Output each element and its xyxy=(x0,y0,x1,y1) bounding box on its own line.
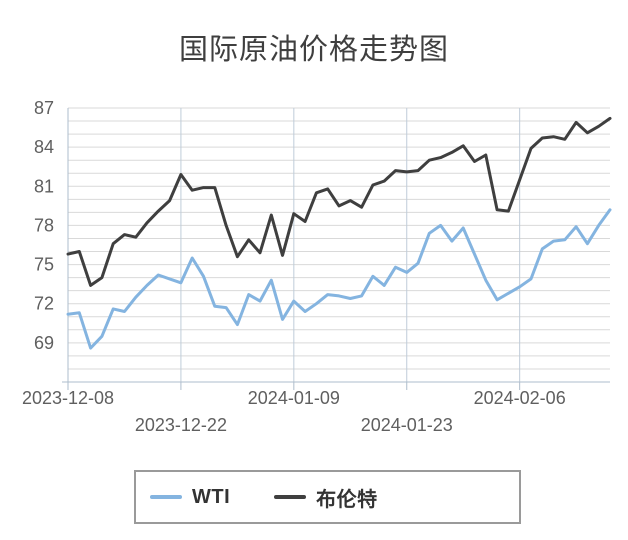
y-axis-label: 87 xyxy=(34,98,54,118)
wti-line xyxy=(66,208,612,350)
chart-title: 国际原油价格走势图 xyxy=(178,34,449,66)
y-axis-label: 75 xyxy=(34,255,54,275)
legend-item-wti[interactable]: WTI xyxy=(150,486,230,509)
y-axis-label: 69 xyxy=(34,333,54,353)
brent-line-swatch xyxy=(274,495,307,499)
x-axis-label: 2023-12-22 xyxy=(135,415,227,435)
y-axis-label: 84 xyxy=(34,137,54,157)
legend-box: WTI 布伦特 xyxy=(134,470,521,524)
x-axis-label: 2024-01-09 xyxy=(248,388,340,408)
legend-item-brent[interactable]: 布伦特 xyxy=(274,483,378,512)
wti-line-swatch xyxy=(150,495,182,499)
line-chart: 2023-12-08 2023-12-22 2024-01-09 2024-01-23… xyxy=(22,98,612,435)
y-axis-label: 81 xyxy=(34,176,54,196)
legend-label-wti: WTI xyxy=(192,485,231,508)
y-axis-label: 72 xyxy=(34,294,54,314)
brent-line xyxy=(66,116,612,287)
x-axis-label: 2024-02-06 xyxy=(474,388,566,408)
x-axis-label: 2023-12-08 xyxy=(22,388,114,408)
y-axis-label: 78 xyxy=(34,215,54,235)
x-axis-label: 2024-01-23 xyxy=(361,415,453,435)
legend-label-brent: 布伦特 xyxy=(316,488,378,511)
